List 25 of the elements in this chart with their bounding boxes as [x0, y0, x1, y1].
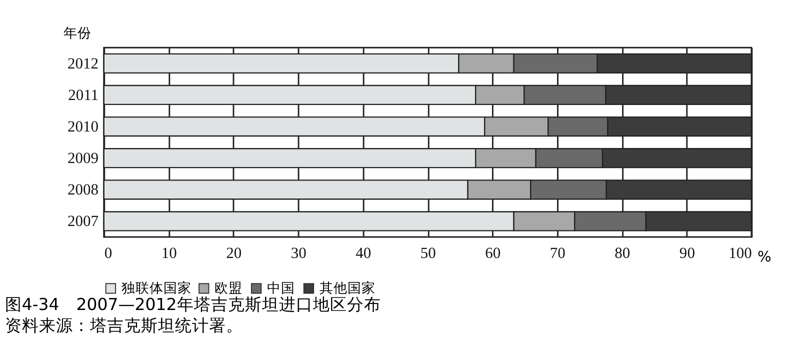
x-tick-label: 100 [728, 244, 752, 262]
x-tick-label: 30 [290, 244, 307, 262]
x-tick-label: 70 [550, 244, 566, 262]
x-tick-label: 60 [485, 244, 501, 262]
text: 资料来源：塔吉克斯坦统计署。 [4, 316, 243, 336]
x-axis-title: % [758, 248, 772, 266]
legend-label: 独联体国家 [121, 280, 192, 296]
x-tick-label: 80 [614, 244, 630, 262]
legend-label: 欧盟 [214, 280, 243, 296]
y-tick-label: 2007 [68, 213, 99, 230]
y-tick-label: 2010 [68, 118, 99, 136]
y-tick-label: 2009 [68, 150, 99, 167]
x-tick-label: 20 [226, 244, 242, 262]
x-tick-label: 0 [104, 244, 112, 262]
y-tick-label: 2011 [68, 86, 99, 104]
legend-label: 其他国家 [319, 280, 376, 296]
caption: 图4-34 2007—2012年塔吉克斯坦进口地区分布 [4, 294, 381, 314]
legend-label: 中国 [266, 280, 295, 296]
x-tick-label: 50 [420, 244, 436, 262]
x-tick-label: 10 [161, 244, 178, 262]
x-tick-label: 90 [679, 244, 696, 262]
y-axis-title: 年份 [64, 25, 92, 42]
y-tick-label: 2008 [68, 182, 99, 198]
x-tick-label: 40 [356, 244, 372, 262]
y-tick-label: 2012 [68, 55, 99, 72]
